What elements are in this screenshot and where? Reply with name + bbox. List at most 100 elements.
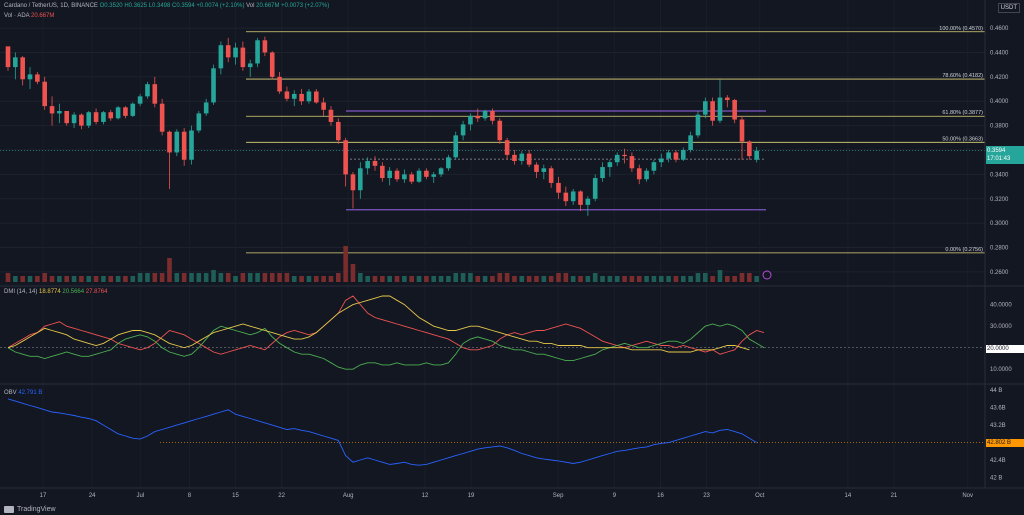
candle-body xyxy=(328,109,334,122)
candle-body xyxy=(482,110,488,119)
volume-bar xyxy=(262,273,268,282)
candle-body xyxy=(446,157,451,169)
candle-body xyxy=(262,40,268,53)
ohlc-low: L0.3498 xyxy=(148,3,171,9)
ohlc-change: +0.0074 (+2.10%) xyxy=(196,3,245,9)
fib-level-label: 78.60% (0.4182) xyxy=(942,73,983,79)
volume-bar xyxy=(350,264,356,282)
volume-bar xyxy=(269,273,275,282)
volume-bar xyxy=(211,270,216,282)
time-axis-label: 17 xyxy=(40,493,47,499)
obv-legend[interactable]: OBV 42.791 B xyxy=(4,390,42,396)
obv-line xyxy=(7,398,757,466)
candle-body xyxy=(343,140,348,175)
volume-bar xyxy=(343,246,348,282)
candle-body xyxy=(137,96,143,104)
candle-body xyxy=(299,93,304,102)
time-axis-label: 21 xyxy=(891,493,898,499)
time-axis-label: 24 xyxy=(89,493,96,499)
candle-body xyxy=(20,57,25,80)
volume-bar xyxy=(336,273,341,282)
volume-bar xyxy=(42,273,47,282)
price-axis-label: 0.3200 xyxy=(990,197,1009,203)
volume-bar xyxy=(424,276,429,282)
volume-bar xyxy=(181,273,187,282)
candle-body xyxy=(49,106,55,114)
candle-body xyxy=(123,107,128,116)
grid-lines xyxy=(0,27,985,273)
candle-body xyxy=(387,170,392,179)
volume-bar xyxy=(313,276,319,282)
tradingview-logo[interactable]: TradingView xyxy=(4,506,56,513)
volume-bar xyxy=(123,276,128,282)
candle-body xyxy=(578,191,583,205)
obv-axis-label: 42 B xyxy=(990,475,1002,481)
volume-bar xyxy=(27,276,33,282)
range-box[interactable] xyxy=(0,110,985,211)
price-axis-label: 0.4200 xyxy=(990,75,1009,81)
volume-bar xyxy=(644,276,649,282)
volume-legend[interactable]: Vol · ADA 20.667M xyxy=(4,13,54,19)
candle-body xyxy=(512,154,517,161)
candle-body xyxy=(747,141,752,157)
last-price: 0.3594 xyxy=(987,148,1006,154)
candle-body xyxy=(695,114,701,136)
volume-bar xyxy=(622,276,627,282)
volume-bar xyxy=(666,276,671,282)
dmi-legend[interactable]: DMI (14, 14) 18.8774 20.5664 27.8764 xyxy=(4,289,107,295)
dmi-axis-label: 40.0000 xyxy=(990,303,1012,309)
candle-body xyxy=(57,110,62,114)
symbol-title[interactable]: Cardano / TetherUS, 1D, BINANCE xyxy=(4,3,98,9)
candle-body xyxy=(71,114,77,124)
symbol-legend[interactable]: Cardano / TetherUS, 1D, BINANCE O0.3520 … xyxy=(4,3,329,9)
fibonacci-retracement[interactable]: 100.00% (0.4570) 78.60% (0.4182) 61.80% (0… xyxy=(246,26,985,254)
volume-bar xyxy=(247,273,253,282)
candle-body xyxy=(269,52,275,77)
volume-bar xyxy=(614,276,620,282)
volume-bar xyxy=(680,276,686,282)
time-axis-label: Sep xyxy=(553,493,564,499)
volume-bar xyxy=(108,276,114,282)
vol-ada-value: 20.667M xyxy=(31,13,55,19)
candle-body xyxy=(291,93,297,99)
ohlc-close: C0.3594 xyxy=(172,3,195,9)
candle-body xyxy=(211,68,216,103)
volume-bar xyxy=(365,276,370,282)
candle-body xyxy=(255,40,260,64)
volume-bar xyxy=(5,273,11,282)
candle-body xyxy=(519,153,525,161)
price-axis-label: 0.4600 xyxy=(990,26,1009,32)
volume-bar xyxy=(233,276,238,282)
bar-countdown: 17:01:43 xyxy=(987,156,1011,162)
volume-bar xyxy=(225,273,231,282)
volume-bar xyxy=(497,273,503,282)
volume-bar xyxy=(460,273,466,282)
candle-body xyxy=(313,91,319,103)
obv-level-tag: 42.802 B xyxy=(986,439,1024,447)
event-marker xyxy=(762,270,772,280)
volume-bar xyxy=(196,273,202,282)
dmi-level-tag: 20.0000 xyxy=(986,345,1024,353)
price-axis-label: 0.3000 xyxy=(990,221,1009,227)
candle-body xyxy=(5,46,11,68)
currency-selector[interactable]: USDT xyxy=(997,3,1020,13)
volume-bar xyxy=(79,276,84,282)
volume-bar xyxy=(57,276,62,282)
candle-body xyxy=(548,168,554,183)
candle-body xyxy=(424,170,429,177)
volume-bar xyxy=(732,276,737,282)
candle-body xyxy=(688,135,693,150)
fib-level-label: 61.80% (0.3877) xyxy=(942,110,983,116)
candle-body xyxy=(614,154,620,163)
candle-body xyxy=(409,174,414,182)
volume-bar xyxy=(578,276,583,282)
volume-bar xyxy=(673,276,679,282)
dmi-adx-value: 18.8774 xyxy=(39,289,61,295)
candle-body xyxy=(592,178,598,199)
volume-bar xyxy=(306,276,312,282)
ohlc-open: O0.3520 xyxy=(99,3,123,9)
vol-label: Vol xyxy=(246,3,255,9)
volume-bar xyxy=(167,258,172,282)
